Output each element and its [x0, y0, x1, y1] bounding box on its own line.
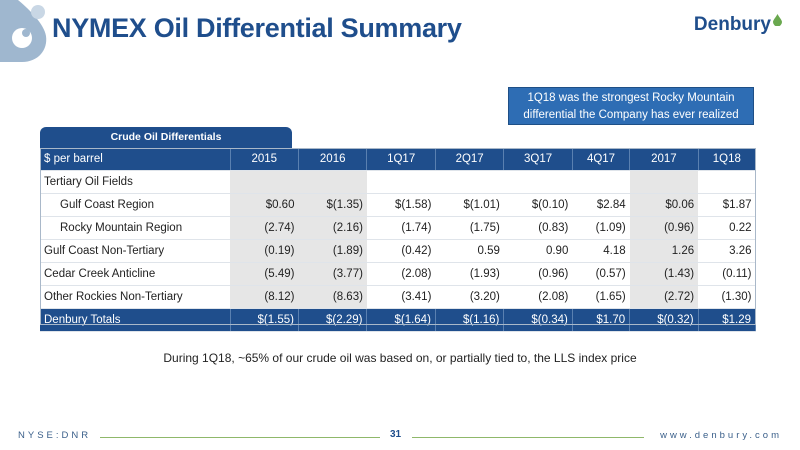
table-cell: (1.74): [366, 216, 436, 240]
total-cell: $1.29: [698, 308, 757, 332]
table-cell: [572, 170, 630, 194]
table-cell: [629, 170, 699, 194]
table-cell: (0.42): [366, 239, 436, 263]
table-cell: $(1.01): [435, 193, 504, 217]
table-cell: (0.19): [230, 239, 299, 263]
row-label: Rocky Mountain Region: [40, 216, 230, 240]
table-cell: (8.63): [298, 285, 367, 309]
table-cell: (5.49): [230, 262, 299, 286]
table-row: Rocky Mountain Region (2.74) (2.16) (1.7…: [40, 216, 756, 240]
footer-ticker: NYSE:DNR: [18, 430, 92, 441]
table-cell: 0.59: [435, 239, 504, 263]
table-cell: [698, 170, 756, 194]
header-cell: 3Q17: [503, 148, 573, 171]
footnote-text: During 1Q18, ~65% of our crude oil was b…: [163, 351, 637, 365]
table-cell: (2.74): [230, 216, 299, 240]
table-cell: [366, 170, 436, 194]
total-cell: $(0.34): [503, 308, 573, 332]
droplet-logo-icon: [0, 0, 47, 62]
total-cell: $(0.32): [629, 308, 699, 332]
table-cell: [230, 170, 299, 194]
table-cell: (0.83): [503, 216, 573, 240]
total-cell: $1.70: [572, 308, 631, 332]
table-cell: (0.57): [572, 262, 630, 286]
table-row: Gulf Coast Non-Tertiary (0.19) (1.89) (0…: [40, 239, 756, 263]
callout-box: 1Q18 was the strongest Rocky Mountain di…: [508, 87, 754, 125]
table-cell: (3.20): [435, 285, 504, 309]
total-cell: $(1.64): [366, 308, 436, 332]
total-label: Denbury Totals: [40, 308, 231, 332]
row-label: Gulf Coast Region: [40, 193, 230, 217]
total-cell: $(1.55): [230, 308, 299, 332]
table-cell: $0.06: [629, 193, 699, 217]
table-header-row: $ per barrel 2015 2016 1Q17 2Q17 3Q17 4Q…: [40, 148, 757, 171]
header-cell: 2017: [629, 148, 699, 171]
table-cell: (0.96): [629, 216, 699, 240]
table-cell: (2.08): [503, 285, 573, 309]
header-cell: $ per barrel: [40, 148, 231, 171]
company-logo: Denbury: [694, 14, 782, 36]
table-cell: (1.89): [298, 239, 367, 263]
row-label: Tertiary Oil Fields: [40, 170, 230, 194]
table-row: Tertiary Oil Fields: [40, 170, 756, 194]
logo-text: Denbury: [693, 14, 771, 35]
header-cell: 1Q18: [698, 148, 757, 171]
header-cell: 1Q17: [366, 148, 436, 171]
row-label: Gulf Coast Non-Tertiary: [40, 239, 230, 263]
table-cell: $2.84: [572, 193, 630, 217]
table-cell: (1.43): [629, 262, 699, 286]
header-cell: 2016: [298, 148, 368, 171]
page-number: 31: [390, 429, 402, 440]
table-tab-label: Crude Oil Differentials: [40, 127, 292, 148]
table-total-row: Denbury Totals $(1.55) $(2.29) $(1.64) $…: [40, 308, 757, 332]
table-cell: $0.60: [230, 193, 299, 217]
table-row: Cedar Creek Anticline (5.49) (3.77) (2.0…: [40, 262, 756, 286]
header-cell: 4Q17: [572, 148, 631, 171]
footer-divider-left: [100, 437, 380, 438]
table-row: Gulf Coast Region $0.60 $(1.35) $(1.58) …: [40, 193, 756, 217]
table-cell: 0.90: [503, 239, 573, 263]
table-cell: (3.41): [366, 285, 436, 309]
crude-oil-differentials-table: $ per barrel 2015 2016 1Q17 2Q17 3Q17 4Q…: [40, 148, 757, 332]
total-cell: $(1.16): [435, 308, 505, 332]
table-cell: 0.22: [698, 216, 756, 240]
green-droplet-icon: [773, 14, 782, 26]
table-cell: (2.72): [629, 285, 699, 309]
header-cell: 2015: [230, 148, 299, 171]
table-cell: [503, 170, 573, 194]
table-cell: $1.87: [698, 193, 756, 217]
header-cell: 2Q17: [435, 148, 505, 171]
table-cell: (1.75): [435, 216, 504, 240]
page-title: NYMEX Oil Differential Summary: [52, 13, 462, 43]
footer-website: www.denbury.com: [660, 430, 782, 441]
table-cell: (3.77): [298, 262, 367, 286]
table-cell: 3.26: [698, 239, 756, 263]
table-row: Other Rockies Non-Tertiary (8.12) (8.63)…: [40, 285, 756, 309]
callout-line-2: differential the Company has ever realiz…: [523, 109, 739, 121]
table-cell: (8.12): [230, 285, 299, 309]
table-cell: (1.30): [698, 285, 756, 309]
callout-line-1: 1Q18 was the strongest Rocky Mountain: [527, 92, 735, 104]
row-label: Cedar Creek Anticline: [40, 262, 230, 286]
table-cell: (1.93): [435, 262, 504, 286]
total-cell: $(2.29): [298, 308, 368, 332]
table-cell: [298, 170, 367, 194]
footer-divider-right: [412, 437, 644, 438]
table-cell: [435, 170, 504, 194]
row-label: Other Rockies Non-Tertiary: [40, 285, 230, 309]
table-cell: 1.26: [629, 239, 699, 263]
table-cell: $(1.35): [298, 193, 367, 217]
table-cell: (1.65): [572, 285, 630, 309]
table-cell: $(1.58): [366, 193, 436, 217]
table-cell: $(0.10): [503, 193, 573, 217]
table-cell: (2.16): [298, 216, 367, 240]
table-cell: (0.96): [503, 262, 573, 286]
table-cell: 4.18: [572, 239, 630, 263]
table-cell: (1.09): [572, 216, 630, 240]
table-cell: (2.08): [366, 262, 436, 286]
table-cell: (0.11): [698, 262, 756, 286]
